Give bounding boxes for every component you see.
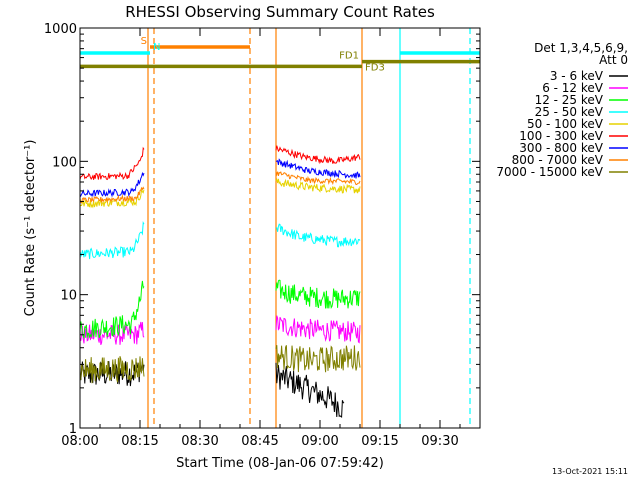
- chart-title: RHESSI Observing Summary Count Rates: [125, 3, 435, 21]
- series-line-25to50kev-segment-1: [79, 221, 145, 260]
- legend-label-100to300kev: 100 - 300 keV: [519, 129, 603, 143]
- x-axis-label: Start Time (08-Jan-06 07:59:42): [176, 456, 384, 471]
- series-line-800to7000kev-segment-2: [275, 171, 361, 186]
- legend-label-12to25kev: 12 - 25 keV: [535, 93, 604, 107]
- legend-label-50to100kev: 50 - 100 keV: [527, 117, 604, 131]
- state-bar-label-fd3-5: FD3: [365, 62, 385, 73]
- footer-timestamp: 13-Oct-2021 15:11: [552, 467, 628, 476]
- series-line-7000to15000kev-segment-2: [275, 344, 361, 373]
- legend-label-7000to15000kev: 7000 - 15000 keV: [496, 165, 603, 179]
- y-tick-label-10: 10: [60, 289, 77, 304]
- series-line-800to7000kev-segment-1: [79, 186, 145, 204]
- state-bar-label-fd1-4: FD1: [339, 51, 359, 62]
- legend-label-3to6kev: 3 - 6 keV: [550, 69, 604, 83]
- x-tick-label-0900: 09:00: [301, 434, 338, 449]
- series-line-3to6kev-segment-2: [275, 362, 345, 418]
- series-line-300to800kev-segment-1: [79, 171, 145, 198]
- series-line-100to300kev-segment-1: [79, 146, 145, 181]
- legend-label-800to7000kev: 800 - 7000 keV: [512, 153, 604, 167]
- x-tick-label-0930: 09:30: [421, 434, 458, 449]
- series-line-6to12kev-segment-1: [79, 321, 145, 345]
- x-tick-label-0800: 08:00: [61, 434, 98, 449]
- legend-header-detectors: Det 1,3,4,5,6,9,: [534, 41, 628, 55]
- legend-label-25to50kev: 25 - 50 keV: [535, 105, 604, 119]
- y-axis-label: Count Rate (s⁻¹ detector⁻¹): [23, 140, 38, 317]
- series-line-7000to15000kev-segment-1: [79, 356, 145, 384]
- x-tick-label-0830: 08:30: [181, 434, 218, 449]
- series-line-25to50kev-segment-2: [276, 223, 361, 248]
- axes: 08:00 08:15 08:30 08:45 09:00 09:15 09:30 1 10 10…: [44, 22, 481, 449]
- y-tick-label-1: 1: [69, 422, 77, 437]
- legend-label-300to800kev: 300 - 800 keV: [519, 141, 603, 155]
- series-line-50to100kev-segment-1: [79, 189, 145, 209]
- state-bar-label-s-1: S: [141, 36, 147, 47]
- state-bar-label-n-2: N: [153, 42, 160, 53]
- legend-header-attenuator: Att 0: [599, 53, 628, 67]
- series-line-6to12kev-segment-2: [275, 315, 361, 344]
- x-tick-label-0845: 08:45: [241, 434, 278, 449]
- series-line-300to800kev-segment-2: [275, 158, 361, 179]
- legend-label-6to12kev: 6 - 12 keV: [542, 81, 604, 95]
- series-line-50to100kev-segment-2: [275, 177, 361, 194]
- series-line-100to300kev-segment-2: [275, 145, 361, 165]
- series-line-12to25kev-segment-2: [275, 279, 361, 310]
- series-line-12to25kev-segment-1: [79, 280, 145, 340]
- x-tick-label-0815: 08:15: [121, 434, 158, 449]
- y-tick-label-100: 100: [52, 155, 77, 170]
- y-tick-label-1000: 1000: [44, 22, 77, 37]
- x-tick-label-0915: 09:15: [361, 434, 398, 449]
- plot-area: SN FD1 FD3: [79, 28, 480, 428]
